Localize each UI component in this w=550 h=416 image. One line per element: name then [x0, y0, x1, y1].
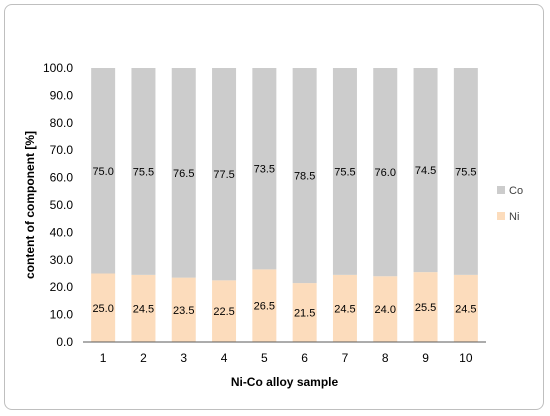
legend-label-ni: Ni	[509, 211, 519, 223]
data-label-ni-10: 24.5	[455, 303, 476, 315]
data-label-ni-4: 22.5	[213, 306, 234, 318]
bar-ni-7	[332, 274, 357, 342]
y-tick-label: 30.0	[50, 253, 74, 267]
bar-co-5	[252, 68, 277, 270]
bar-ni-9	[413, 272, 438, 342]
bar-co-8	[373, 68, 398, 277]
data-label-ni-7: 24.5	[334, 303, 355, 315]
legend-swatch-co	[497, 186, 505, 194]
bar-co-10	[453, 68, 478, 275]
y-tick-label: 80.0	[50, 116, 74, 130]
bar-ni-2	[131, 274, 156, 342]
bar-ni-6	[292, 283, 317, 342]
bar-ni-3	[171, 277, 196, 342]
bar-ni-1	[91, 273, 116, 342]
data-label-co-8: 76.0	[375, 167, 396, 179]
bar-ni-8	[373, 276, 398, 342]
data-label-ni-8: 24.0	[375, 304, 396, 316]
x-tick-label: 5	[261, 351, 268, 365]
bar-co-9	[413, 68, 438, 273]
data-label-co-3: 76.5	[173, 168, 194, 180]
data-label-ni-1: 25.0	[92, 303, 113, 315]
bars-group	[91, 68, 478, 342]
bar-co-3	[171, 68, 196, 278]
y-axis-title: content of component [%]	[23, 131, 37, 279]
x-axis-title: Ni-Co alloy sample	[231, 375, 339, 389]
x-axis-ticks: 1 2 3 4 5 6 7 8 9 10	[100, 351, 473, 365]
y-tick-label: 100.0	[43, 61, 73, 75]
x-tick-label: 3	[180, 351, 187, 365]
bar-co-2	[131, 68, 156, 275]
x-tick-label: 8	[382, 351, 389, 365]
y-tick-label: 60.0	[50, 171, 74, 185]
data-label-co-7: 75.5	[334, 166, 355, 178]
data-labels-group: 25.0 75.0 24.5 75.5 23.5 76.5 22.5 77.5 26.5 73.5…	[92, 164, 476, 320]
bar-ni-10	[453, 274, 478, 342]
x-tick-label: 2	[140, 351, 147, 365]
y-axis-ticks: 0.0 10.0 20.0 30.0 40.0 50.0 60.0 70.0 80.0 90.0 1…	[43, 61, 73, 349]
y-tick-label: 20.0	[50, 280, 74, 294]
y-tick-label: 70.0	[50, 143, 74, 157]
legend-label-co: Co	[509, 185, 523, 197]
x-tick-label: 9	[422, 351, 429, 365]
y-tick-label: 40.0	[50, 225, 74, 239]
legend: Co Ni	[497, 185, 523, 223]
data-label-ni-3: 23.5	[173, 305, 194, 317]
legend-swatch-ni	[497, 212, 505, 220]
x-tick-label: 4	[221, 351, 228, 365]
data-label-ni-9: 25.5	[415, 302, 436, 314]
y-tick-label: 10.0	[50, 308, 74, 322]
data-label-co-10: 75.5	[455, 166, 476, 178]
data-label-co-9: 74.5	[415, 165, 436, 177]
bar-co-4	[212, 68, 237, 281]
x-tick-label: 1	[100, 351, 107, 365]
data-label-co-6: 78.5	[294, 171, 315, 183]
bar-co-1	[91, 68, 116, 274]
bar-ni-5	[252, 269, 277, 342]
data-label-co-1: 75.0	[92, 166, 113, 178]
data-label-ni-2: 24.5	[133, 303, 154, 315]
bar-ni-4	[212, 280, 237, 342]
data-label-co-4: 77.5	[213, 169, 234, 181]
data-label-co-2: 75.5	[133, 166, 154, 178]
data-label-ni-6: 21.5	[294, 308, 315, 320]
bar-co-6	[292, 68, 317, 284]
y-tick-label: 0.0	[56, 335, 73, 349]
x-tick-label: 10	[459, 351, 473, 365]
x-tick-label: 7	[342, 351, 349, 365]
y-tick-label: 50.0	[50, 198, 74, 212]
x-tick-label: 6	[301, 351, 308, 365]
y-tick-label: 90.0	[50, 88, 74, 102]
bar-co-7	[332, 68, 357, 275]
data-label-ni-5: 26.5	[254, 301, 275, 313]
data-label-co-5: 73.5	[254, 164, 275, 176]
